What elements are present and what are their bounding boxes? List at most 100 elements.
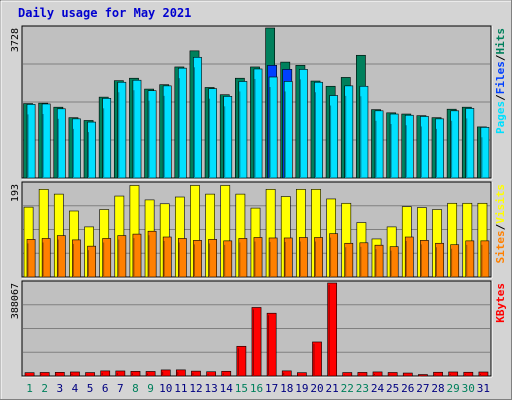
pages-bar xyxy=(56,108,66,179)
day-label: 16 xyxy=(250,382,263,395)
pages-bar xyxy=(26,104,36,179)
pages-bar xyxy=(283,81,293,179)
kbytes-bar xyxy=(402,372,413,377)
kbytes-bar xyxy=(433,371,443,377)
pages-bar xyxy=(329,95,339,179)
kbytes-bar xyxy=(175,369,186,377)
sites-bar xyxy=(450,244,460,278)
sites-bar xyxy=(193,240,202,278)
kbytes-bar xyxy=(372,371,383,377)
pages-bar xyxy=(253,68,263,179)
pages-bar xyxy=(147,90,157,179)
day-label: 5 xyxy=(87,382,94,395)
right-legend: Sites/Visits xyxy=(494,184,507,264)
day-label: 28 xyxy=(431,382,444,395)
kbytes-bar xyxy=(24,372,35,377)
pages-bar xyxy=(223,96,233,179)
kbytes-bar xyxy=(85,372,95,377)
day-label: 26 xyxy=(401,382,414,395)
kbytes-bar xyxy=(281,370,292,377)
sites-bar xyxy=(238,238,248,278)
sites-bar xyxy=(208,239,217,278)
pages-bar xyxy=(435,118,444,179)
day-label: 2 xyxy=(41,382,48,395)
kbytes-bar xyxy=(266,312,277,377)
right-legend: KBytes xyxy=(494,283,507,323)
legend-files: Files xyxy=(494,61,507,94)
kbytes-bar xyxy=(206,371,216,377)
day-label: 20 xyxy=(310,382,323,395)
day-label: 29 xyxy=(447,382,460,395)
kbytes-bar xyxy=(221,370,232,377)
day-label: 27 xyxy=(416,382,429,395)
day-label: 22 xyxy=(341,382,354,395)
sites-bar xyxy=(359,242,369,278)
y-max-label: 388067 xyxy=(10,283,21,319)
kbytes-bar xyxy=(236,345,247,377)
day-label: 8 xyxy=(132,382,139,395)
sites-bar xyxy=(329,233,339,278)
pages-bar xyxy=(41,103,51,179)
pages-bar xyxy=(314,81,323,179)
sites-bar xyxy=(465,240,475,278)
sites-bar xyxy=(480,240,490,278)
legend-sites: Sites xyxy=(494,230,507,263)
kbytes-bar xyxy=(387,372,398,377)
pages-bar xyxy=(132,79,142,179)
day-label: 7 xyxy=(117,382,124,395)
kbytes-bar xyxy=(191,370,201,377)
sites-bar xyxy=(56,235,66,278)
kbytes-bar xyxy=(342,372,353,377)
sites-bar xyxy=(404,236,414,278)
kbytes-bar xyxy=(54,372,65,377)
pages-bar xyxy=(193,56,202,179)
sites-bar xyxy=(26,239,36,278)
kbytes-bar xyxy=(251,307,262,377)
pages-bar xyxy=(299,69,308,179)
pages-bar xyxy=(177,67,187,179)
pages-bar xyxy=(102,98,112,179)
pages-bar xyxy=(465,108,475,179)
pages-bar xyxy=(344,85,354,179)
sites-bar xyxy=(223,240,233,278)
pages-bar xyxy=(450,110,460,179)
day-label: 11 xyxy=(174,382,187,395)
kbytes-bar xyxy=(312,341,322,377)
kbytes-bar xyxy=(39,372,50,377)
pages-bar xyxy=(374,110,384,179)
pages-bar xyxy=(480,127,490,179)
sites-bar xyxy=(374,244,384,278)
sites-bar xyxy=(132,233,142,278)
sites-bar xyxy=(72,239,81,278)
sites-bar xyxy=(117,235,127,278)
day-label: 6 xyxy=(102,382,109,395)
kbytes-bar xyxy=(327,282,338,377)
pages-bar xyxy=(359,85,369,179)
sites-bar xyxy=(435,242,444,278)
sites-bar xyxy=(102,238,112,278)
pages-bar xyxy=(72,118,81,179)
kbytes-bar xyxy=(418,374,428,377)
day-label: 23 xyxy=(356,382,369,395)
sites-bar xyxy=(389,246,399,278)
sites-bar xyxy=(162,236,172,278)
pages-bar xyxy=(238,81,248,179)
legend-separator: / xyxy=(494,223,507,230)
day-label: 13 xyxy=(204,382,217,395)
pages-bar xyxy=(208,88,217,179)
day-label: 18 xyxy=(280,382,293,395)
pages-bar xyxy=(117,81,127,179)
sites-bar xyxy=(87,245,96,278)
sites-bar xyxy=(299,237,308,278)
day-label: 25 xyxy=(386,382,399,395)
sites-bar xyxy=(41,238,51,278)
day-label: 30 xyxy=(462,382,475,395)
kbytes-bar xyxy=(463,371,474,377)
sites-bar xyxy=(268,237,278,278)
pages-bar xyxy=(389,113,399,179)
kbytes-bar xyxy=(130,371,141,377)
pages-bar xyxy=(268,76,278,179)
day-label: 24 xyxy=(371,382,385,395)
